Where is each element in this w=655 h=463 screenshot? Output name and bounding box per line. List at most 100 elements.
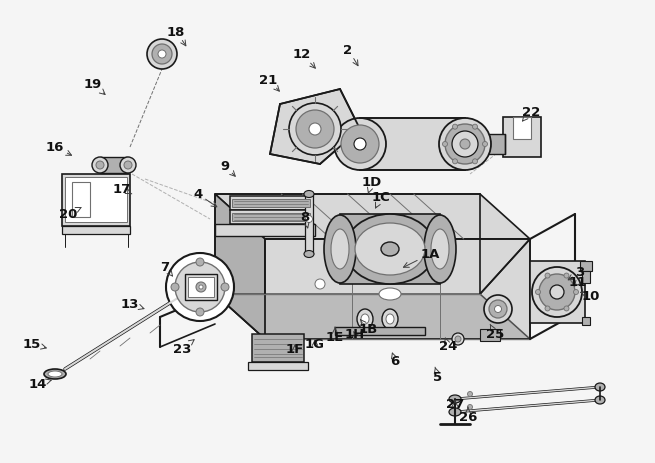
Polygon shape — [215, 294, 530, 339]
Ellipse shape — [120, 158, 136, 174]
Ellipse shape — [334, 119, 386, 171]
Bar — [305, 194, 313, 255]
Polygon shape — [265, 239, 530, 339]
Bar — [230, 197, 312, 211]
Ellipse shape — [357, 309, 373, 329]
Ellipse shape — [449, 395, 461, 403]
Ellipse shape — [532, 268, 582, 317]
Text: 20: 20 — [59, 208, 81, 221]
Ellipse shape — [305, 216, 312, 223]
Text: 1A: 1A — [403, 248, 440, 268]
Ellipse shape — [221, 283, 229, 291]
Bar — [340, 214, 440, 284]
Ellipse shape — [539, 275, 575, 310]
Ellipse shape — [296, 111, 334, 149]
Ellipse shape — [453, 159, 457, 164]
Bar — [230, 211, 312, 225]
Ellipse shape — [48, 371, 62, 377]
Ellipse shape — [386, 314, 394, 324]
Text: 1H: 1H — [345, 328, 365, 341]
Ellipse shape — [341, 126, 379, 163]
Text: 11: 11 — [569, 276, 587, 289]
Text: 24: 24 — [439, 338, 457, 353]
Ellipse shape — [315, 279, 325, 289]
Ellipse shape — [545, 274, 550, 278]
Text: 17: 17 — [113, 183, 132, 196]
Ellipse shape — [472, 125, 477, 130]
Text: 1E: 1E — [326, 327, 344, 344]
Ellipse shape — [489, 300, 507, 319]
Ellipse shape — [431, 230, 449, 269]
Ellipse shape — [460, 140, 470, 150]
Text: 19: 19 — [84, 78, 105, 95]
Bar — [185, 275, 217, 300]
Bar — [360, 119, 465, 171]
Text: 1G: 1G — [305, 338, 325, 351]
Bar — [232, 213, 310, 221]
Ellipse shape — [44, 369, 66, 379]
Text: 6: 6 — [390, 353, 400, 368]
Ellipse shape — [289, 104, 341, 156]
Ellipse shape — [449, 408, 461, 416]
Text: 13: 13 — [121, 298, 144, 311]
Ellipse shape — [92, 158, 108, 174]
Ellipse shape — [166, 253, 234, 321]
Ellipse shape — [199, 285, 203, 289]
Text: 18: 18 — [167, 25, 186, 47]
Ellipse shape — [381, 243, 399, 257]
Ellipse shape — [564, 307, 569, 311]
Text: 21: 21 — [259, 73, 280, 92]
Text: 16: 16 — [46, 141, 71, 156]
Ellipse shape — [574, 290, 578, 295]
Ellipse shape — [345, 214, 435, 284]
Bar — [580, 262, 592, 271]
Bar — [252, 334, 304, 362]
Ellipse shape — [124, 162, 132, 169]
Ellipse shape — [452, 131, 478, 158]
Bar — [582, 317, 590, 325]
Bar — [62, 175, 130, 226]
Polygon shape — [215, 194, 530, 239]
Text: 10: 10 — [581, 290, 600, 303]
Text: 26: 26 — [458, 407, 477, 424]
Ellipse shape — [304, 191, 314, 198]
Text: 9: 9 — [221, 160, 235, 177]
Text: 3: 3 — [569, 266, 585, 280]
Bar — [465, 135, 505, 155]
Ellipse shape — [158, 51, 166, 59]
Ellipse shape — [484, 295, 512, 323]
Ellipse shape — [382, 309, 398, 329]
Text: 1F: 1F — [286, 343, 304, 356]
Ellipse shape — [196, 282, 206, 292]
Ellipse shape — [171, 283, 179, 291]
Ellipse shape — [468, 392, 472, 397]
Ellipse shape — [379, 288, 401, 300]
Ellipse shape — [175, 263, 225, 313]
Ellipse shape — [495, 306, 502, 313]
Bar — [503, 118, 541, 158]
Bar — [72, 182, 90, 218]
Bar — [65, 178, 127, 223]
Bar — [215, 225, 315, 237]
Ellipse shape — [595, 396, 605, 404]
Ellipse shape — [196, 308, 204, 316]
Text: 22: 22 — [522, 105, 540, 122]
Bar — [582, 271, 590, 283]
Ellipse shape — [355, 224, 425, 275]
Ellipse shape — [196, 258, 204, 266]
Text: 12: 12 — [293, 49, 315, 69]
Ellipse shape — [147, 40, 177, 70]
Ellipse shape — [483, 142, 487, 147]
Text: 5: 5 — [434, 367, 443, 384]
Text: 7: 7 — [160, 261, 172, 276]
Bar — [232, 200, 310, 207]
Ellipse shape — [152, 45, 172, 65]
Bar — [530, 262, 585, 323]
Ellipse shape — [439, 119, 491, 171]
Ellipse shape — [424, 216, 456, 283]
Ellipse shape — [550, 285, 564, 300]
Text: 4: 4 — [193, 188, 217, 207]
Ellipse shape — [455, 336, 461, 342]
Ellipse shape — [472, 159, 477, 164]
Bar — [480, 329, 500, 341]
